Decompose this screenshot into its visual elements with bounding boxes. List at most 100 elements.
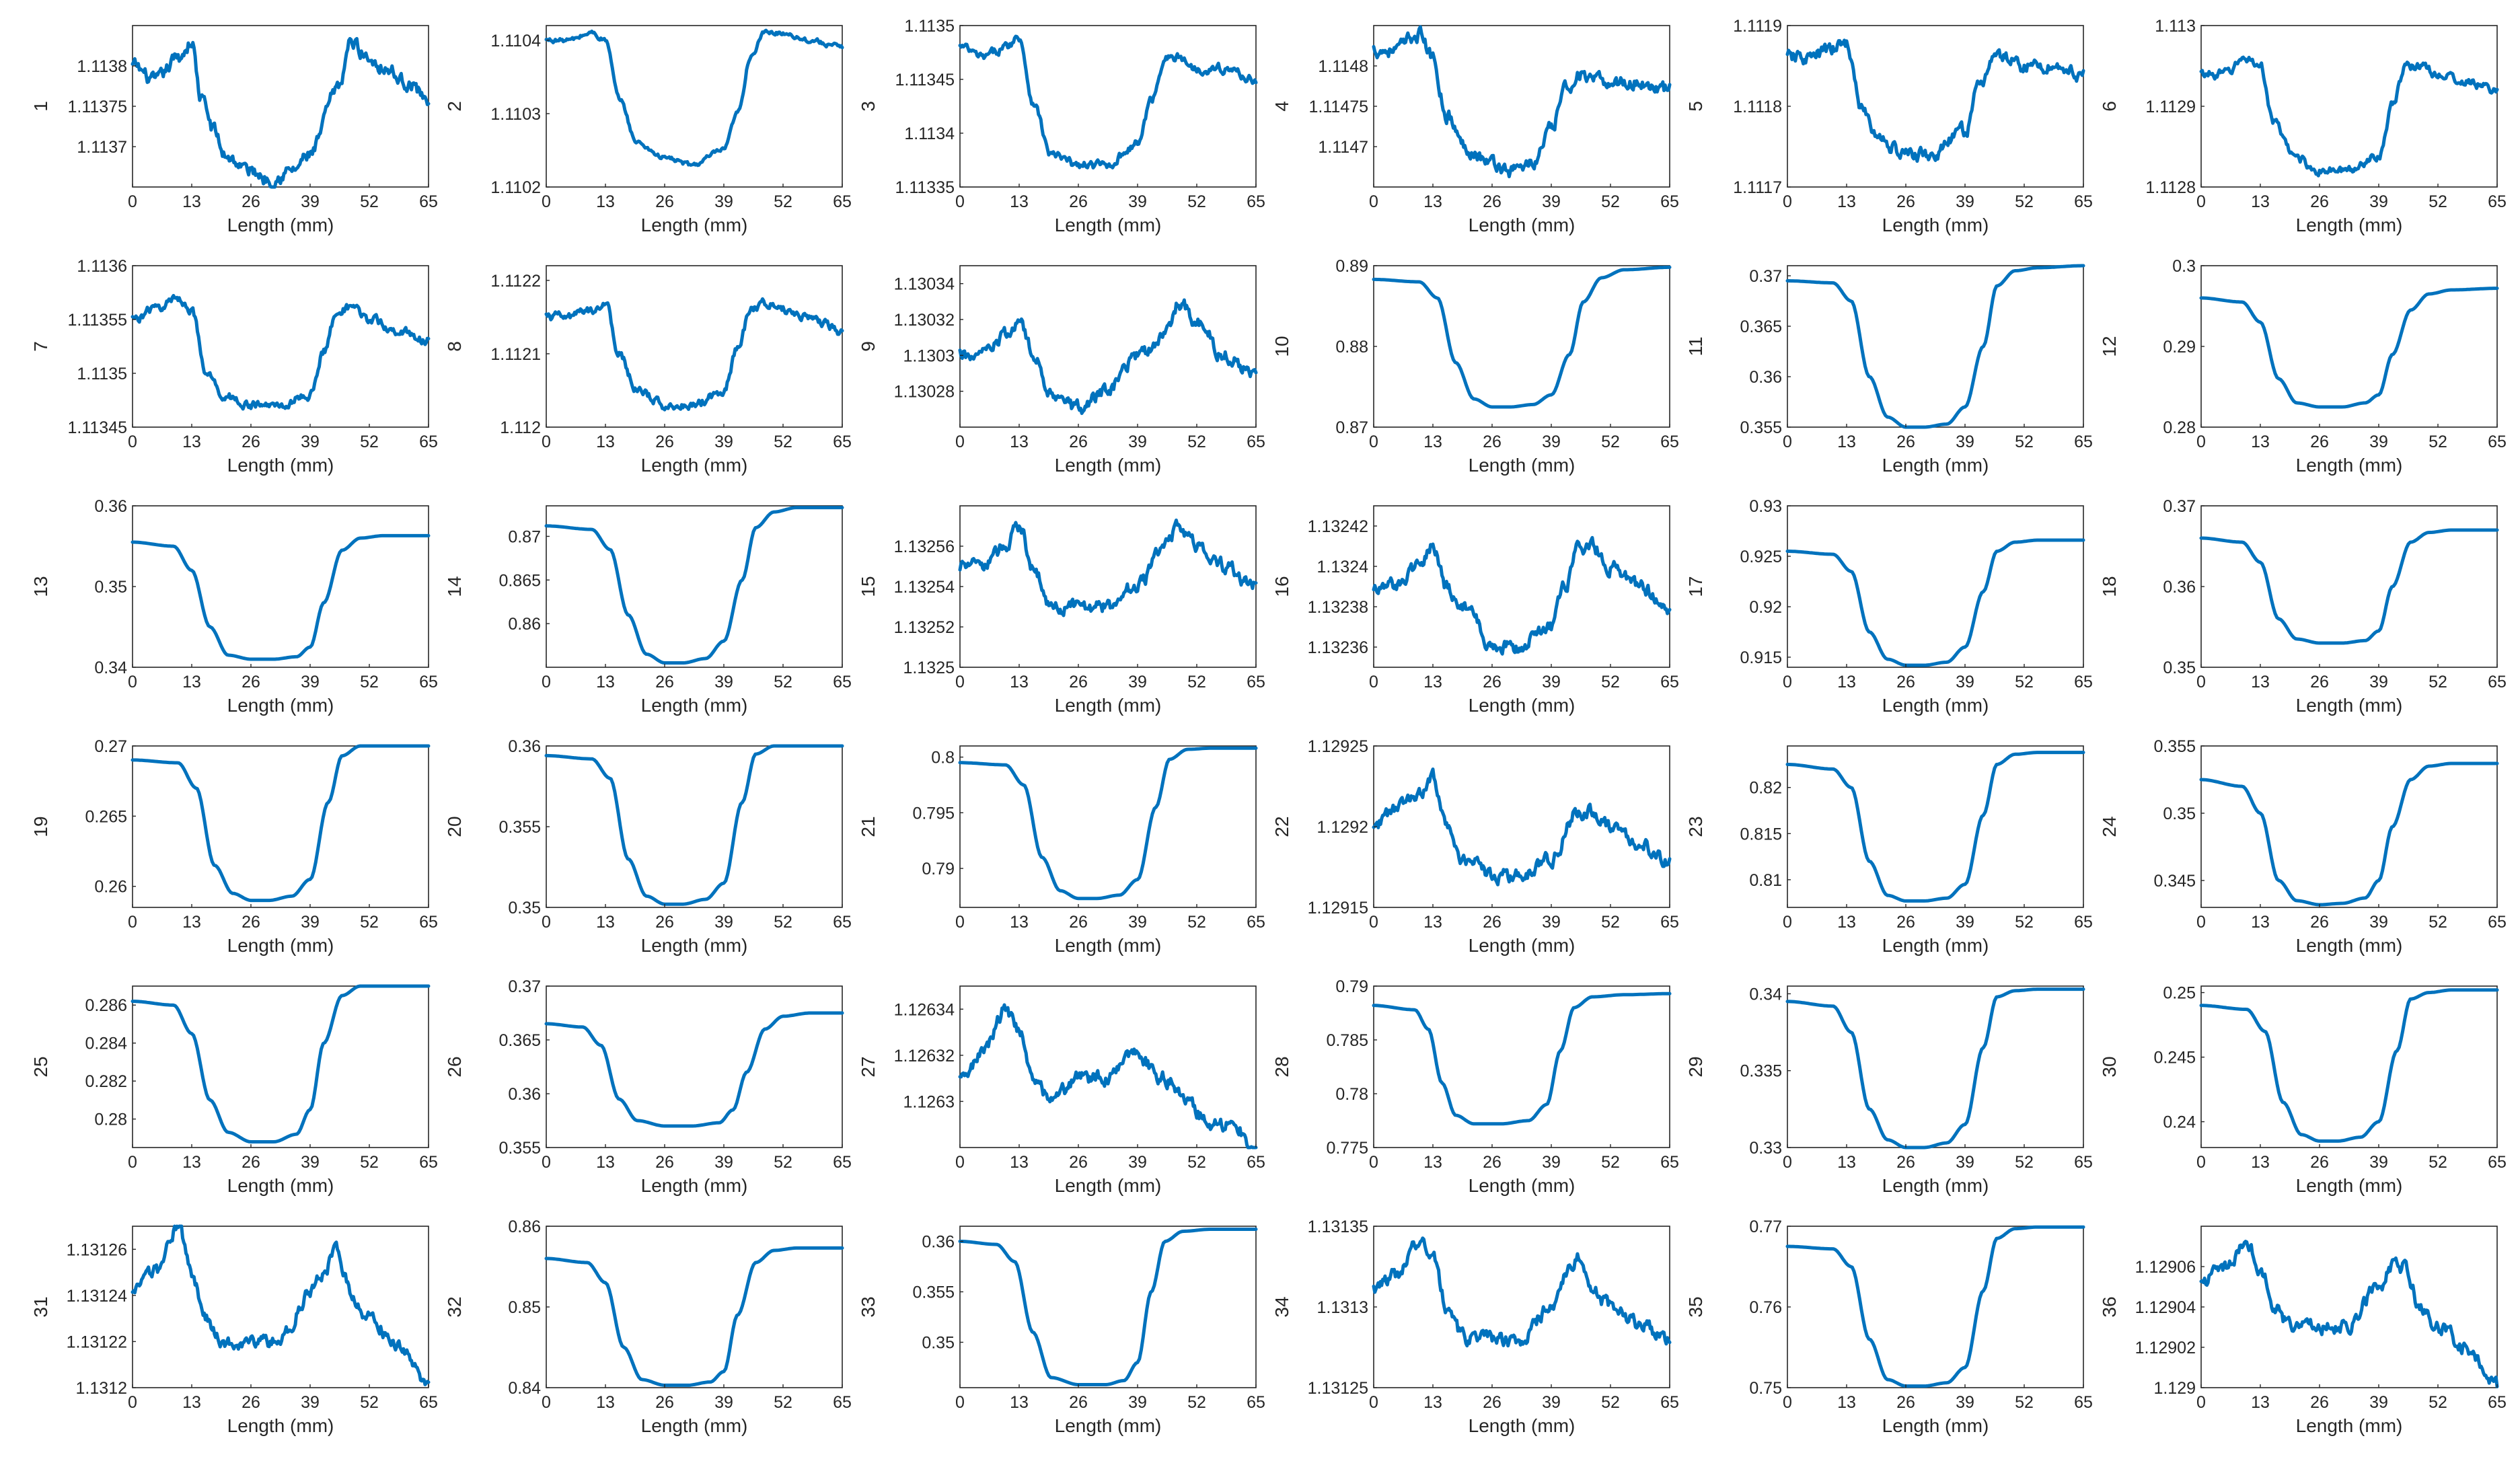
plot-area: [1373, 745, 1670, 908]
x-axis-label: Length (mm): [1469, 1175, 1576, 1196]
y-tick-label: 0.284: [85, 1035, 127, 1053]
series-line-20: [544, 744, 844, 906]
y-tick-label: 0.27: [94, 737, 127, 756]
x-axis-label: Length (mm): [641, 1175, 748, 1196]
y-axis-label: 8: [444, 341, 465, 352]
x-tick-label: 52: [2015, 433, 2034, 451]
x-tick-label: 13: [2251, 1153, 2270, 1172]
x-tick-label: 65: [2488, 192, 2507, 211]
x-tick-label: 39: [714, 1153, 733, 1172]
plot-area: [959, 265, 1257, 428]
y-tick-label: 0.75: [1749, 1379, 1782, 1398]
y-tick-label: 1.1129: [2145, 98, 2196, 116]
x-tick-label: 39: [714, 192, 733, 211]
x-tick-label: 0: [128, 913, 137, 932]
y-axis-label: 16: [1271, 576, 1292, 597]
x-axis-label: Length (mm): [641, 1415, 748, 1436]
x-axis-label: Length (mm): [1882, 215, 1989, 235]
subplot-16: 0 13 26 39 52 65 1.13236 1.13238 1.1324 1.13242 Le…: [1271, 505, 1679, 716]
x-tick-label: 39: [2369, 913, 2388, 932]
y-tick-label: 0.355: [912, 1283, 955, 1302]
x-tick-label: 13: [2251, 913, 2270, 932]
y-tick-label: 1.1136: [77, 257, 127, 276]
y-tick-label: 0.36: [94, 497, 127, 516]
x-tick-label: 39: [1956, 913, 1974, 932]
x-tick-label: 52: [2429, 913, 2447, 932]
y-axis-label: 2: [444, 101, 465, 112]
x-axis-label: Length (mm): [1882, 1415, 1989, 1436]
x-tick-label: 39: [1542, 913, 1561, 932]
x-tick-label: 52: [360, 1153, 379, 1172]
x-axis-label: Length (mm): [2296, 1415, 2403, 1436]
x-tick-label: 39: [301, 1393, 320, 1412]
x-tick-label: 52: [360, 1393, 379, 1412]
plot-area: [546, 745, 843, 908]
x-tick-label: 65: [1660, 1393, 1679, 1412]
series-line-1: [131, 37, 431, 189]
y-tick-label: 0.81: [1749, 871, 1782, 890]
series-line-33: [958, 1228, 1258, 1386]
y-tick-label: 0.25: [2163, 984, 2196, 1003]
x-tick-label: 65: [1247, 673, 1265, 691]
x-tick-label: 26: [1896, 673, 1915, 691]
x-axis-label: Length (mm): [1469, 935, 1576, 956]
x-tick-label: 65: [2074, 673, 2093, 691]
y-tick-label: 0.88: [1335, 338, 1368, 357]
x-tick-label: 52: [2015, 1153, 2034, 1172]
y-axis-label: 14: [444, 576, 465, 597]
y-tick-label: 0.355: [2153, 737, 2196, 756]
x-axis-label: Length (mm): [1055, 455, 1162, 476]
x-tick-label: 52: [1601, 433, 1620, 451]
x-tick-label: 26: [1896, 192, 1915, 211]
x-axis-label: Length (mm): [227, 1175, 334, 1196]
x-tick-label: 65: [2488, 1153, 2507, 1172]
x-tick-label: 26: [1069, 673, 1088, 691]
x-tick-label: 13: [596, 913, 615, 932]
y-tick-label: 0.365: [498, 1031, 541, 1050]
x-tick-label: 0: [1369, 1153, 1378, 1172]
x-tick-label: 13: [1837, 673, 1856, 691]
y-tick-label: 1.1313: [1317, 1298, 1368, 1317]
y-axis-label: 20: [444, 816, 465, 837]
plot-area: [2200, 745, 2498, 908]
y-tick-label: 1.11345: [895, 71, 955, 89]
x-tick-label: 0: [128, 192, 137, 211]
x-tick-label: 26: [655, 1393, 674, 1412]
y-axis-label: 21: [858, 816, 879, 837]
series-line-34: [1372, 1236, 1672, 1348]
y-tick-label: 1.1325: [903, 659, 955, 677]
x-tick-label: 26: [1483, 1153, 1502, 1172]
subplot-1: 0 13 26 39 52 65 1.1137 1.11375 1.1138 Length (mm…: [30, 25, 438, 235]
y-tick-label: 1.1121: [490, 345, 541, 364]
plot-area: [2200, 25, 2498, 188]
y-tick-label: 0.37: [2163, 497, 2196, 516]
x-axis-label: Length (mm): [2296, 455, 2403, 476]
x-tick-label: 13: [1837, 913, 1856, 932]
y-tick-label: 1.1102: [490, 178, 541, 197]
x-axis-label: Length (mm): [1882, 1175, 1989, 1196]
y-tick-label: 0.355: [1740, 418, 1782, 437]
x-tick-label: 65: [1660, 673, 1679, 691]
x-tick-label: 65: [2074, 1153, 2093, 1172]
plot-area: [959, 25, 1257, 188]
y-tick-label: 0.35: [2163, 659, 2196, 677]
y-tick-label: 0.34: [94, 659, 127, 677]
x-tick-label: 65: [833, 1393, 852, 1412]
series-line-14: [544, 506, 844, 665]
x-tick-label: 0: [542, 1393, 551, 1412]
x-tick-label: 13: [596, 1393, 615, 1412]
y-tick-label: 0.355: [498, 818, 541, 837]
series-line-21: [958, 746, 1258, 901]
x-tick-label: 26: [242, 913, 260, 932]
y-axis-label: 22: [1271, 816, 1292, 837]
subplot-15: 0 13 26 39 52 65 1.1325 1.13252 1.13254 1.13256 Le…: [858, 505, 1265, 716]
y-tick-label: 1.13256: [894, 537, 955, 556]
x-tick-label: 65: [1660, 913, 1679, 932]
subplot-12: 0 13 26 39 52 65 0.28 0.29 0.3 Length (mm) 12: [2099, 257, 2507, 476]
y-tick-label: 1.1263: [903, 1092, 955, 1111]
subplot-3: 0 13 26 39 52 65 1.11335 1.1134 1.11345 1.1135 Len…: [858, 17, 1265, 235]
x-tick-label: 65: [2488, 913, 2507, 932]
y-tick-label: 1.12906: [2135, 1258, 2196, 1277]
x-tick-label: 26: [1483, 433, 1502, 451]
x-axis-label: Length (mm): [2296, 935, 2403, 956]
